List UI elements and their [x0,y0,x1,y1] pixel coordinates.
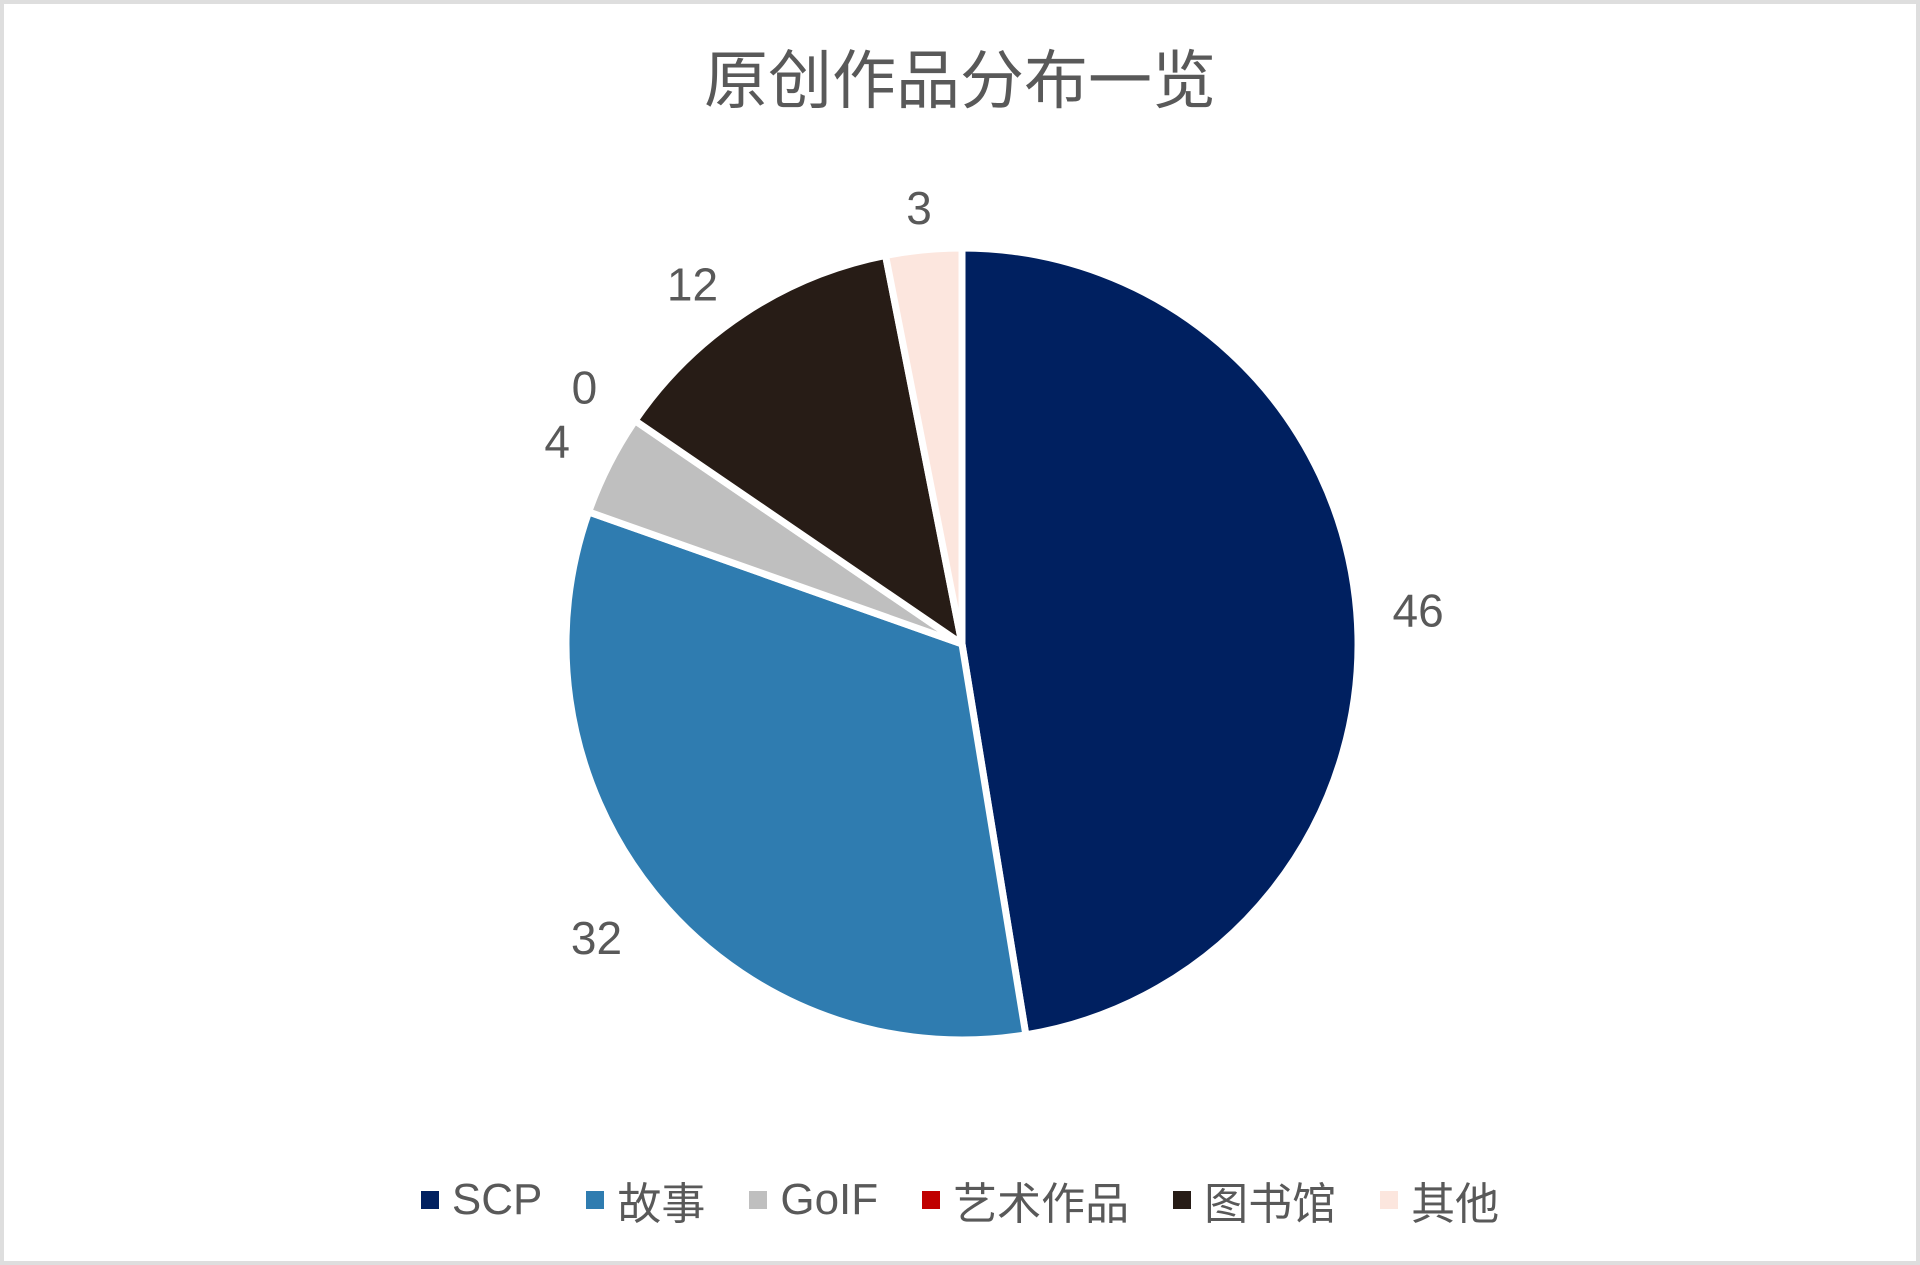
chart-legend: SCP 故事 GoIF 艺术作品 图书馆 其他 [4,1168,1916,1232]
slice-value-label-4: 12 [667,258,718,310]
pie-slice-0 [958,244,1362,1039]
legend-item-0: SCP [420,1175,543,1225]
chart-title: 原创作品分布一览 [704,45,1216,117]
slice-value-label-2: 4 [544,416,570,468]
slice-value-label-5: 3 [906,182,932,234]
legend-item-2: GoIF [749,1175,878,1225]
pie-slice-1 [562,508,1030,1044]
legend-swatch-4 [1173,1191,1192,1209]
legend-item-5: 其他 [1380,1168,1499,1232]
pie-slice-5 [882,244,966,648]
legend-item-4: 图书馆 [1173,1168,1336,1232]
slice-value-label-3: 0 [572,361,598,413]
legend-label-0: SCP [451,1175,543,1224]
legend-label-5: 其他 [1411,1180,1500,1229]
legend-label-1: 故事 [617,1180,706,1229]
slice-value-label-0: 46 [1393,584,1444,636]
legend-swatch-5 [1380,1191,1399,1209]
legend-label-3: 艺术作品 [953,1180,1130,1229]
legend-label-4: 图书馆 [1204,1180,1337,1229]
legend-swatch-2 [749,1191,768,1209]
pie-slice-4 [631,251,966,648]
legend-swatch-0 [420,1191,439,1209]
legend-swatch-1 [586,1191,605,1209]
legend-swatch-3 [922,1191,941,1209]
legend-item-1: 故事 [586,1168,705,1232]
legend-item-3: 艺术作品 [922,1168,1129,1232]
legend-label-2: GoIF [780,1175,879,1224]
slice-value-label-1: 32 [571,912,622,964]
